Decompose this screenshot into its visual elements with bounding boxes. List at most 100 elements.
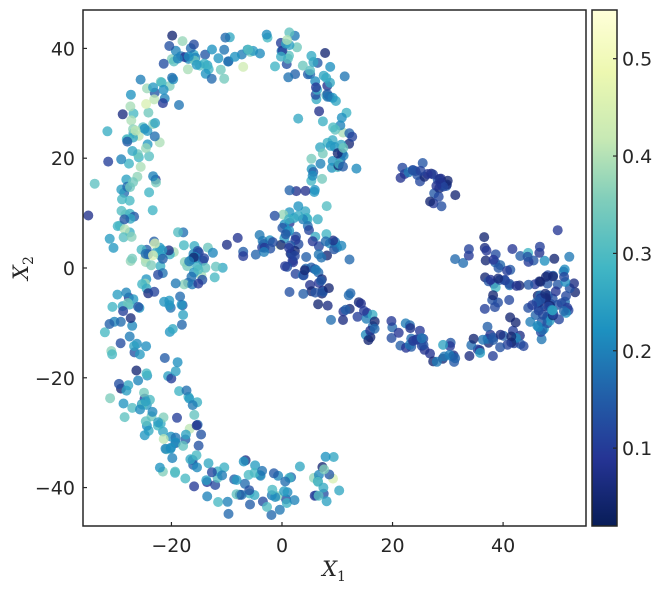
data-point [127,320,138,331]
data-point [116,154,127,165]
data-point [306,153,317,164]
data-point [305,65,316,76]
data-point [320,236,331,247]
data-point [118,232,129,243]
data-point [312,214,323,225]
data-point [317,148,328,159]
data-point [284,243,295,253]
data-point [206,467,217,478]
data-point [118,306,129,317]
data-point [128,177,139,188]
data-point [220,32,231,43]
data-point [299,265,310,276]
data-point [104,319,115,329]
colorbar-frame [591,9,618,527]
data-point [504,295,515,305]
data-point [276,239,286,250]
data-point [102,126,113,137]
data-point [325,140,336,151]
data-point [158,58,169,69]
data-point [316,275,326,286]
scatter-points [83,27,581,520]
x-tick-label: 0 [276,535,288,557]
data-point [282,35,293,45]
data-point [170,366,181,377]
data-point [300,185,311,196]
data-point [159,296,170,307]
data-point [172,53,183,64]
data-point [489,302,500,313]
data-point [405,323,416,334]
data-point [320,451,331,462]
data-point [505,312,516,323]
data-point [135,161,146,172]
data-point [144,187,155,198]
data-point [569,278,579,289]
data-point [310,287,321,298]
data-point [149,94,160,105]
data-point [207,247,218,258]
data-point [147,406,158,417]
data-point [393,327,404,338]
data-point [141,143,151,154]
data-point [170,466,181,477]
data-point [527,300,538,311]
data-point [280,261,290,272]
data-point [158,84,169,95]
data-point [558,306,569,316]
data-point [130,125,141,136]
data-point [495,329,506,340]
data-point [116,205,127,216]
data-point [262,501,272,512]
data-point [170,437,181,448]
data-point [250,460,261,471]
data-point [502,265,513,276]
data-point [416,333,427,344]
data-point [167,324,178,334]
data-point [199,253,210,264]
data-point [488,290,499,301]
data-point [315,158,326,169]
data-point [307,170,318,181]
data-point [313,249,324,260]
data-point [112,289,123,300]
data-point [176,299,187,310]
data-point [326,314,336,325]
data-point [144,151,155,162]
data-point [193,278,204,289]
data-point [232,232,243,243]
data-point [321,229,332,240]
data-point [158,434,169,444]
data-point [188,39,199,50]
data-point [274,504,285,515]
data-point [107,349,118,360]
data-point [213,53,224,64]
data-point [328,122,339,133]
data-point [139,430,150,441]
x-tick-label: 20 [380,535,404,557]
data-point [336,112,347,123]
data-point [221,239,232,250]
data-point [189,481,200,492]
data-point [154,462,165,473]
data-point [149,131,160,142]
y-axis-ticks: −40 −20 0 20 40 [35,38,87,500]
data-point [254,230,265,240]
data-point [479,303,490,314]
data-point [515,251,526,261]
data-point [293,210,304,221]
data-point [122,136,133,147]
data-point [479,232,490,243]
data-point [99,327,110,338]
data-point [133,375,144,386]
data-point [187,400,198,411]
data-point [143,107,154,118]
data-point [124,158,134,169]
data-point [311,264,321,275]
data-point [322,300,333,311]
data-point [250,249,261,260]
data-point [135,74,146,85]
data-point [122,298,133,308]
data-point [284,27,295,38]
